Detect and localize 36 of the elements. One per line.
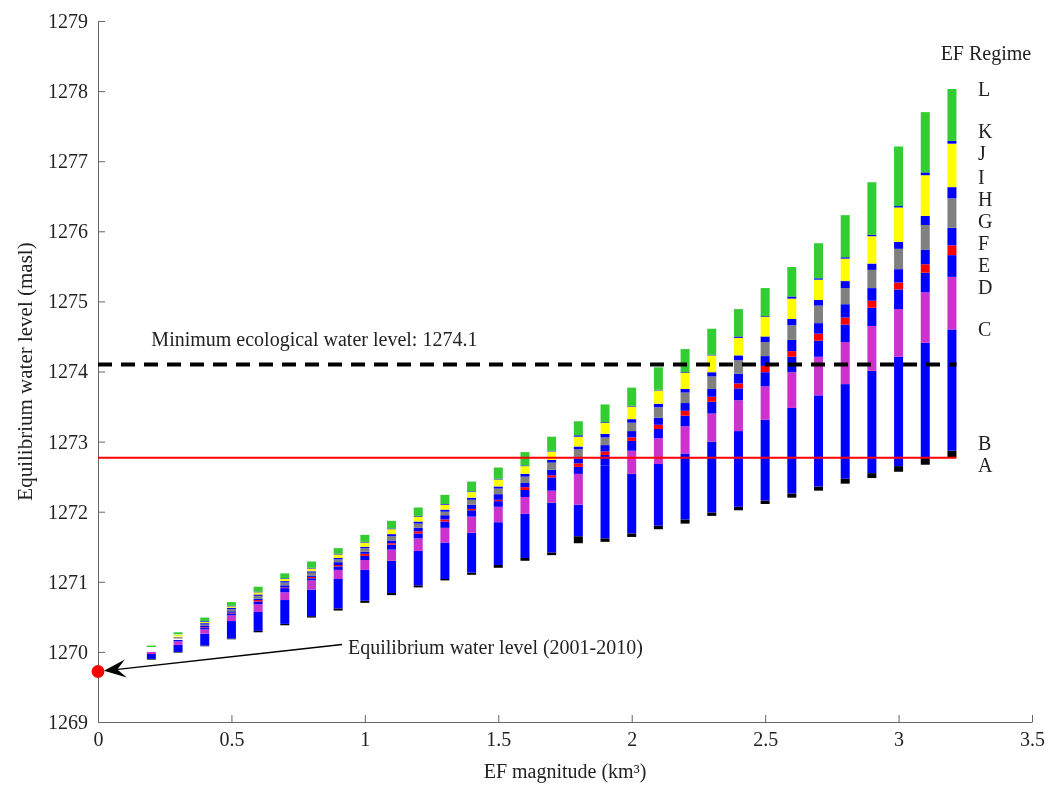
x-tick-label: 1.5 — [486, 728, 512, 751]
y-tick-label: 1275 — [48, 290, 88, 313]
annotation: I — [977, 165, 985, 188]
y-tick-label: 1278 — [48, 80, 88, 102]
x-tick-label: 0 — [93, 728, 104, 751]
y-tick-label: 1279 — [48, 9, 88, 32]
annotation: A — [977, 453, 993, 476]
y-tick-label: 1270 — [48, 640, 88, 663]
y-tick-label: 1277 — [48, 150, 88, 173]
annotation: H — [977, 187, 993, 210]
y-axis-title: Equilibrium water level (masl) — [13, 242, 37, 501]
annotation: D — [977, 275, 993, 298]
ref-line-label: Minimum ecological water level: 1274.1 — [151, 328, 478, 352]
x-tick-label: 0.5 — [219, 728, 245, 751]
annotation: C — [977, 318, 992, 341]
x-tick-label: 3 — [894, 728, 905, 751]
y-tick-label: 1269 — [48, 710, 88, 733]
annotation: EF Regime — [940, 42, 1032, 65]
annotation: J — [977, 142, 986, 165]
y-tick-label: 1276 — [48, 220, 88, 243]
y-tick-label: 1272 — [48, 500, 88, 523]
annotation: F — [977, 231, 990, 254]
x-tick-label: 2 — [627, 728, 638, 751]
annotation: K — [977, 120, 993, 143]
annotation: E — [977, 253, 991, 276]
x-tick-label: 3.5 — [1020, 728, 1045, 751]
annotation: L — [977, 78, 991, 100]
annotation: G — [977, 209, 993, 232]
x-tick-label: 1 — [360, 728, 371, 751]
annotation: B — [977, 431, 992, 454]
annotation: Equilibrium water level (2001-2010) — [348, 635, 643, 659]
y-tick-label: 1271 — [48, 570, 88, 593]
y-tick-label: 1274 — [48, 360, 88, 383]
y-tick-label: 1273 — [48, 430, 88, 453]
x-tick-label: 2.5 — [753, 728, 779, 751]
x-axis-title: EF magnitude (km³) — [483, 760, 647, 783]
